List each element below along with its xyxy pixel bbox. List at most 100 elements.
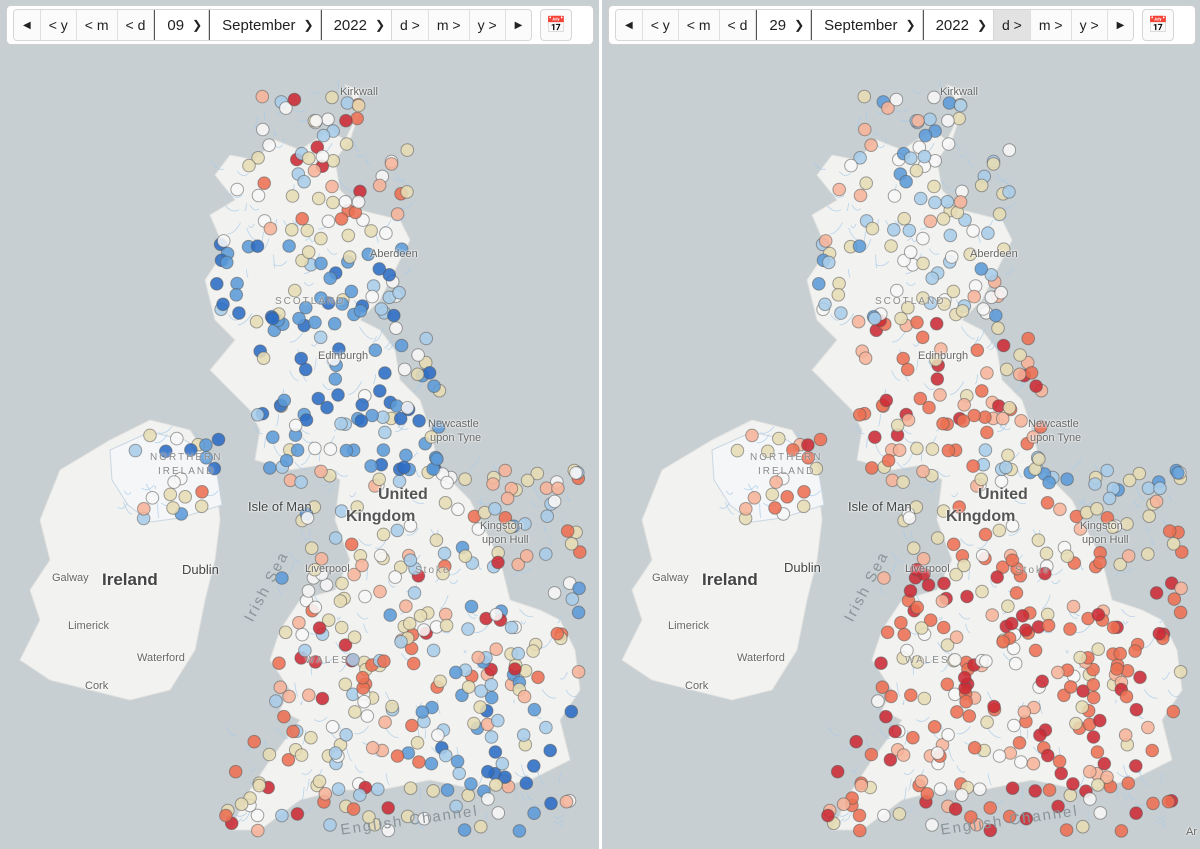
station-marker[interactable] xyxy=(1093,806,1108,820)
station-marker[interactable] xyxy=(402,616,417,631)
station-marker[interactable] xyxy=(328,372,343,386)
station-marker[interactable] xyxy=(1041,748,1055,763)
station-marker[interactable] xyxy=(892,443,907,458)
station-marker[interactable] xyxy=(1060,549,1075,564)
station-marker[interactable] xyxy=(1038,566,1052,581)
station-marker[interactable] xyxy=(987,699,1001,714)
station-marker[interactable] xyxy=(539,720,553,735)
station-marker[interactable] xyxy=(350,500,365,514)
station-marker[interactable] xyxy=(491,713,505,728)
station-marker[interactable] xyxy=(936,416,950,431)
station-marker[interactable] xyxy=(948,653,962,667)
station-marker[interactable] xyxy=(980,366,994,380)
station-marker[interactable] xyxy=(1028,784,1043,798)
station-marker[interactable] xyxy=(730,443,745,458)
station-marker[interactable] xyxy=(430,452,444,466)
station-marker[interactable] xyxy=(992,207,1007,221)
station-marker[interactable] xyxy=(347,567,361,582)
station-marker[interactable] xyxy=(1171,466,1185,480)
station-marker[interactable] xyxy=(565,592,580,606)
station-marker[interactable] xyxy=(315,691,330,706)
station-marker[interactable] xyxy=(461,622,475,636)
station-marker[interactable] xyxy=(250,408,265,422)
station-marker[interactable] xyxy=(923,112,937,127)
station-marker[interactable] xyxy=(745,428,759,443)
station-marker[interactable] xyxy=(974,472,989,487)
station-marker[interactable] xyxy=(569,466,583,480)
station-marker[interactable] xyxy=(1008,656,1023,671)
station-marker[interactable] xyxy=(335,297,350,311)
station-marker[interactable] xyxy=(955,304,970,318)
station-marker[interactable] xyxy=(527,806,541,821)
station-marker[interactable] xyxy=(914,621,929,635)
station-marker[interactable] xyxy=(344,284,359,299)
station-marker[interactable] xyxy=(910,562,924,577)
station-marker[interactable] xyxy=(927,179,941,194)
station-marker[interactable] xyxy=(1013,348,1027,362)
station-marker[interactable] xyxy=(859,176,874,190)
station-marker[interactable] xyxy=(400,143,415,157)
station-marker[interactable] xyxy=(769,475,783,489)
station-marker[interactable] xyxy=(996,338,1011,353)
station-marker[interactable] xyxy=(439,748,453,763)
station-marker[interactable] xyxy=(992,523,1007,538)
calendar-button[interactable]: 📅 xyxy=(540,9,573,41)
station-marker[interactable] xyxy=(424,430,439,444)
station-marker[interactable] xyxy=(957,398,972,412)
station-marker[interactable] xyxy=(216,297,230,312)
station-marker[interactable] xyxy=(1059,823,1074,837)
station-marker[interactable] xyxy=(262,747,277,762)
station-marker[interactable] xyxy=(1063,788,1078,803)
station-marker[interactable] xyxy=(879,709,893,724)
station-marker[interactable] xyxy=(1021,331,1036,346)
station-marker[interactable] xyxy=(403,781,418,796)
station-marker[interactable] xyxy=(378,366,392,380)
station-marker[interactable] xyxy=(353,788,367,802)
station-marker[interactable] xyxy=(1105,520,1120,535)
station-marker[interactable] xyxy=(498,770,512,785)
station-marker[interactable] xyxy=(279,101,293,115)
station-marker[interactable] xyxy=(922,400,936,415)
station-marker[interactable] xyxy=(427,379,441,394)
station-marker[interactable] xyxy=(346,802,361,816)
station-marker[interactable] xyxy=(960,589,974,604)
station-marker[interactable] xyxy=(400,809,415,824)
station-marker[interactable] xyxy=(422,366,437,380)
station-marker[interactable] xyxy=(511,557,526,572)
station-marker[interactable] xyxy=(385,699,399,714)
station-marker[interactable] xyxy=(1009,586,1024,600)
station-marker[interactable] xyxy=(858,351,873,366)
station-marker[interactable] xyxy=(1005,781,1020,796)
station-marker[interactable] xyxy=(207,461,222,476)
station-marker[interactable] xyxy=(440,783,455,797)
station-marker[interactable] xyxy=(406,656,421,671)
station-marker[interactable] xyxy=(346,653,360,667)
station-marker[interactable] xyxy=(481,764,495,779)
station-marker[interactable] xyxy=(360,709,375,723)
station-marker[interactable] xyxy=(334,620,349,635)
station-marker[interactable] xyxy=(883,753,898,767)
station-marker[interactable] xyxy=(530,466,545,481)
station-marker[interactable] xyxy=(364,459,378,473)
station-marker[interactable] xyxy=(433,674,448,689)
station-marker[interactable] xyxy=(371,782,385,797)
station-marker[interactable] xyxy=(512,824,527,838)
station-marker[interactable] xyxy=(865,461,879,475)
station-marker[interactable] xyxy=(944,250,959,264)
station-marker[interactable] xyxy=(426,643,441,658)
prev-month-button[interactable]: < m xyxy=(678,10,720,40)
station-marker[interactable] xyxy=(333,594,348,608)
prev-year-button[interactable]: < y xyxy=(40,10,77,40)
station-marker[interactable] xyxy=(1015,609,1030,623)
station-marker[interactable] xyxy=(887,223,901,237)
station-marker[interactable] xyxy=(339,443,354,458)
station-marker[interactable] xyxy=(323,818,337,832)
station-marker[interactable] xyxy=(1066,777,1080,791)
station-marker[interactable] xyxy=(484,678,499,692)
station-marker[interactable] xyxy=(739,502,753,516)
station-marker[interactable] xyxy=(326,195,340,210)
station-marker[interactable] xyxy=(991,321,1005,336)
station-marker[interactable] xyxy=(312,621,327,635)
station-marker[interactable] xyxy=(897,627,912,642)
station-marker[interactable] xyxy=(930,372,945,386)
